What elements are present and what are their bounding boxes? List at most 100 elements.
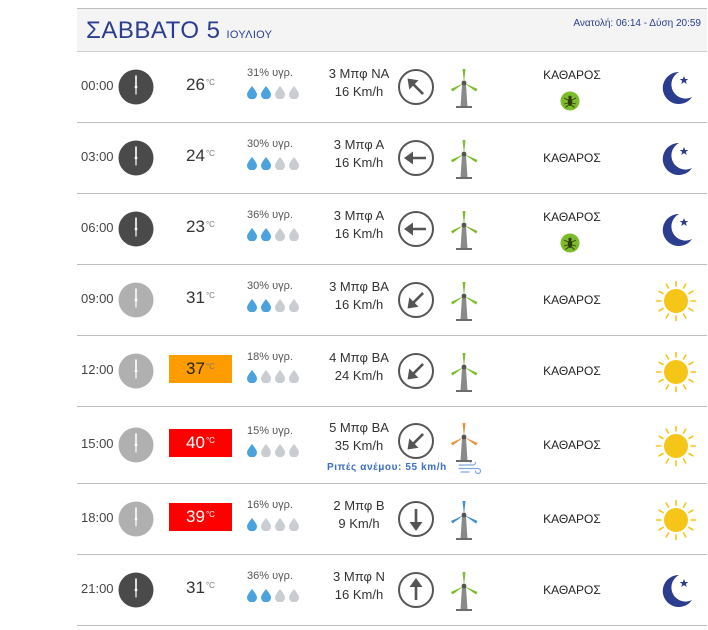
green-turbine-icon bbox=[448, 279, 480, 323]
sky-condition: ΚΑΘΑΡΟΣ bbox=[543, 364, 601, 378]
light-clock-icon bbox=[118, 282, 154, 318]
humidity-text: 30% υγρ. bbox=[247, 280, 293, 292]
wind-gust-text: Ριπές ανέμου: 55 km/h bbox=[327, 462, 447, 473]
sun-icon bbox=[655, 425, 697, 467]
row-time: 21:00 bbox=[81, 581, 114, 596]
temperature-value: 31 bbox=[186, 288, 205, 307]
row-time: 18:00 bbox=[81, 510, 114, 525]
temperature-value: 40 bbox=[186, 433, 205, 452]
wind-speed: 24 Km/h bbox=[334, 368, 384, 383]
arrow-down-left-icon bbox=[397, 352, 435, 390]
arrow-left-icon bbox=[397, 210, 435, 248]
forecast-row: 03:00 24°C 30% υγρ. 3 Μπφ Α 16 Km/h ΚΑΘΑΡΟΣ bbox=[77, 123, 707, 194]
wind-beaufort: 3 Μπφ Ν bbox=[333, 569, 385, 584]
sky-condition: ΚΑΘΑΡΟΣ bbox=[543, 512, 601, 526]
green-turbine-icon bbox=[448, 569, 480, 613]
day-title: ΣΑΒΒΑΤΟ 5 ΙΟΥΛΙΟΥ bbox=[86, 17, 272, 45]
sky-condition: ΚΑΘΑΡΟΣ bbox=[543, 210, 601, 224]
sun-icon bbox=[655, 280, 697, 322]
hourly-rows: 00:00 26°C 31% υγρ. 3 Μπφ ΝΑ 16 Km/h ΚΑΘΑΡΟΣ 0… bbox=[77, 52, 707, 626]
light-clock-icon bbox=[118, 353, 154, 389]
temperature-unit: °C bbox=[205, 149, 215, 158]
row-time: 09:00 bbox=[81, 291, 114, 306]
humidity-drops-icon bbox=[247, 443, 303, 458]
wind-speed: 9 Km/h bbox=[338, 516, 380, 531]
forecast-row: 06:00 23°C 36% υγρ. 3 Μπφ Α 16 Km/h ΚΑΘΑΡΟΣ bbox=[77, 194, 707, 265]
temperature-unit: °C bbox=[205, 362, 215, 371]
temperature: 26°C bbox=[169, 71, 232, 99]
humidity-text: 36% υγρ. bbox=[247, 209, 293, 221]
temperature-value: 39 bbox=[186, 507, 205, 526]
humidity-drops-icon bbox=[247, 298, 303, 313]
sky-condition: ΚΑΘΑΡΟΣ bbox=[543, 293, 601, 307]
temperature-value: 24 bbox=[186, 146, 205, 165]
mosquito-icon bbox=[560, 91, 580, 111]
wind-speed: 35 Km/h bbox=[334, 438, 384, 453]
humidity-drops-icon bbox=[247, 517, 303, 532]
wind-beaufort: 3 Μπφ Α bbox=[333, 137, 385, 152]
orange-turbine-icon bbox=[448, 420, 480, 464]
day-header: ΣΑΒΒΑΤΟ 5 ΙΟΥΛΙΟΥ Ανατολή: 06:14 - Δύση 2… bbox=[77, 8, 707, 52]
moon-icon bbox=[655, 209, 697, 251]
green-turbine-icon bbox=[448, 350, 480, 394]
temperature-value: 23 bbox=[186, 217, 205, 236]
row-time: 03:00 bbox=[81, 149, 114, 164]
wind-beaufort: 3 Μπφ Α bbox=[333, 208, 385, 223]
wind-speed: 16 Km/h bbox=[334, 226, 384, 241]
forecast-row: 18:00 39°C 16% υγρ. 2 Μπφ Β 9 Km/h ΚΑΘΑΡΟΣ bbox=[77, 484, 707, 555]
arrow-down-icon bbox=[397, 500, 435, 538]
temperature-value: 31 bbox=[186, 578, 205, 597]
sunrise-sunset: Ανατολή: 06:14 - Δύση 20:59 bbox=[573, 18, 701, 29]
row-time: 06:00 bbox=[81, 220, 114, 235]
sky-condition: ΚΑΘΑΡΟΣ bbox=[543, 68, 601, 82]
sun-icon bbox=[655, 351, 697, 393]
moon-icon bbox=[655, 570, 697, 612]
temperature: 31°C bbox=[169, 284, 232, 312]
forecast-row: 00:00 26°C 31% υγρ. 3 Μπφ ΝΑ 16 Km/h ΚΑΘΑΡΟΣ bbox=[77, 52, 707, 123]
day-title-text: ΣΑΒΒΑΤΟ 5 bbox=[86, 17, 221, 44]
forecast-row: 12:00 37°C 18% υγρ. 4 Μπφ ΒΑ 24 Km/h ΚΑΘΑΡΟΣ bbox=[77, 336, 707, 407]
moon-icon bbox=[655, 138, 697, 180]
dark-clock-icon bbox=[118, 69, 154, 105]
wind-beaufort: 2 Μπφ Β bbox=[333, 498, 385, 513]
dark-clock-icon bbox=[118, 211, 154, 247]
temperature: 24°C bbox=[169, 142, 232, 170]
moon-icon bbox=[655, 67, 697, 109]
green-turbine-icon bbox=[448, 66, 480, 110]
arrow-down-left-icon bbox=[397, 281, 435, 319]
humidity-drops-icon bbox=[247, 156, 303, 171]
humidity-text: 30% υγρ. bbox=[247, 138, 293, 150]
temperature: 37°C bbox=[169, 355, 232, 383]
forecast-row: 21:00 31°C 36% υγρ. 3 Μπφ Ν 16 Km/h ΚΑΘΑΡΟΣ bbox=[77, 555, 707, 626]
sun-icon bbox=[655, 499, 697, 541]
light-clock-icon bbox=[118, 501, 154, 537]
row-time: 15:00 bbox=[81, 436, 114, 451]
green-turbine-icon bbox=[448, 137, 480, 181]
temperature-unit: °C bbox=[205, 78, 215, 87]
wind-beaufort: 3 Μπφ ΝΑ bbox=[328, 66, 390, 81]
forecast-row: 15:00 40°C 15% υγρ. 5 Μπφ ΒΑ 35 Km/h Ριπές αν… bbox=[77, 407, 707, 484]
dark-clock-icon bbox=[118, 140, 154, 176]
arrow-down-left-icon bbox=[397, 422, 435, 460]
temperature-unit: °C bbox=[205, 436, 215, 445]
light-clock-icon bbox=[118, 427, 154, 463]
temperature: 23°C bbox=[169, 213, 232, 241]
humidity-text: 15% υγρ. bbox=[247, 425, 293, 437]
arrow-up-icon bbox=[397, 571, 435, 609]
temperature: 31°C bbox=[169, 574, 232, 602]
forecast-card: ΣΑΒΒΑΤΟ 5 ΙΟΥΛΙΟΥ Ανατολή: 06:14 - Δύση 2… bbox=[77, 8, 707, 630]
humidity-text: 18% υγρ. bbox=[247, 351, 293, 363]
temperature-unit: °C bbox=[205, 510, 215, 519]
wind-speed: 16 Km/h bbox=[334, 297, 384, 312]
temperature-unit: °C bbox=[205, 581, 215, 590]
humidity-drops-icon bbox=[247, 369, 303, 384]
row-time: 12:00 bbox=[81, 362, 114, 377]
wind-beaufort: 4 Μπφ ΒΑ bbox=[329, 350, 389, 365]
humidity-text: 16% υγρ. bbox=[247, 499, 293, 511]
temperature-unit: °C bbox=[205, 220, 215, 229]
dark-clock-icon bbox=[118, 572, 154, 608]
temperature-value: 37 bbox=[186, 359, 205, 378]
arrow-up-left-icon bbox=[397, 68, 435, 106]
temperature: 40°C bbox=[169, 429, 232, 457]
wind-beaufort: 3 Μπφ ΒΑ bbox=[329, 279, 389, 294]
